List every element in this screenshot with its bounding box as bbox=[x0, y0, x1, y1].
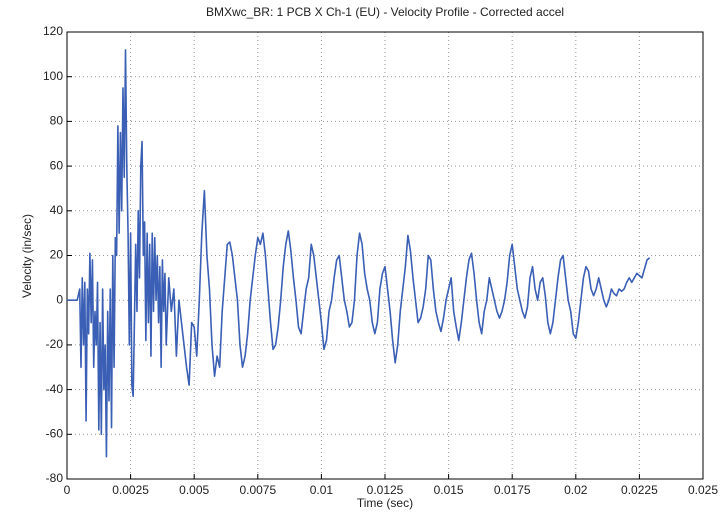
y-tick-label: 120 bbox=[43, 24, 63, 38]
y-tick-label: -40 bbox=[46, 382, 64, 396]
x-tick-label: 0.0125 bbox=[367, 483, 404, 497]
x-tick-label: 0.015 bbox=[434, 483, 464, 497]
y-tick-label: -60 bbox=[46, 426, 64, 440]
y-tick-label: 60 bbox=[50, 158, 64, 172]
x-tick-label: 0.005 bbox=[179, 483, 209, 497]
x-tick-label: 0.01 bbox=[310, 483, 334, 497]
x-tick-label: 0 bbox=[64, 483, 71, 497]
x-tick-label: 0.0075 bbox=[239, 483, 276, 497]
data-line bbox=[67, 49, 651, 458]
x-tick-label: 0.0025 bbox=[112, 483, 149, 497]
x-tick-label: 0.025 bbox=[688, 483, 718, 497]
plot-frame bbox=[66, 31, 704, 480]
chart-title: BMXwc_BR: 1 PCB X Ch-1 (EU) - Velocity P… bbox=[206, 5, 564, 19]
x-tick-label: 0.0225 bbox=[621, 483, 658, 497]
x-tick-label: 0.02 bbox=[564, 483, 588, 497]
y-tick-label: -80 bbox=[46, 471, 64, 485]
x-axis-label: Time (sec) bbox=[357, 496, 413, 510]
y-axis-label: Velocity (in/sec) bbox=[20, 214, 34, 298]
y-tick-label: 20 bbox=[50, 248, 64, 262]
x-tick-label: 0.0175 bbox=[494, 483, 531, 497]
y-tick-label: -20 bbox=[46, 337, 64, 351]
y-tick-label: 40 bbox=[50, 203, 64, 217]
y-tick-label: 100 bbox=[43, 69, 63, 83]
y-tick-label: 0 bbox=[56, 292, 63, 306]
y-tick-label: 80 bbox=[50, 114, 64, 128]
